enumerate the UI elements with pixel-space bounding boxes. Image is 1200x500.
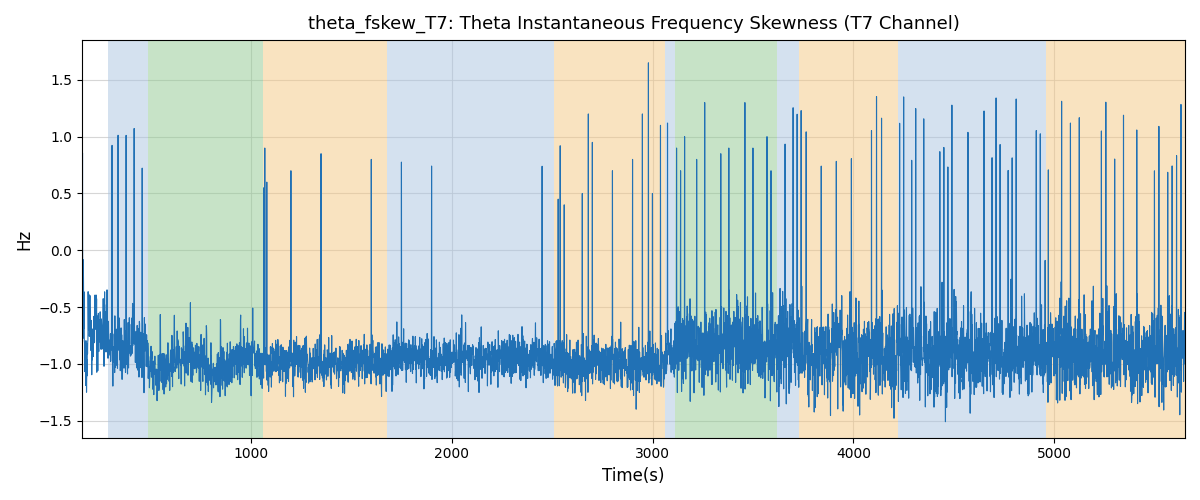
Bar [674,40,778,438]
Bar [149,40,263,438]
Title: theta_fskew_T7: Theta Instantaneous Frequency Skewness (T7 Channel): theta_fskew_T7: Theta Instantaneous Freq… [307,15,959,34]
Bar [108,40,149,438]
Bar [566,40,665,438]
Bar [1074,40,1186,438]
Bar [778,40,799,438]
Bar [484,40,554,438]
Bar [665,40,674,438]
Bar [263,40,388,438]
Bar [388,40,484,438]
Y-axis label: Hz: Hz [14,228,32,250]
Bar [898,40,1046,438]
Bar [554,40,566,438]
Bar [799,40,898,438]
X-axis label: Time(s): Time(s) [602,467,665,485]
Bar [1046,40,1074,438]
